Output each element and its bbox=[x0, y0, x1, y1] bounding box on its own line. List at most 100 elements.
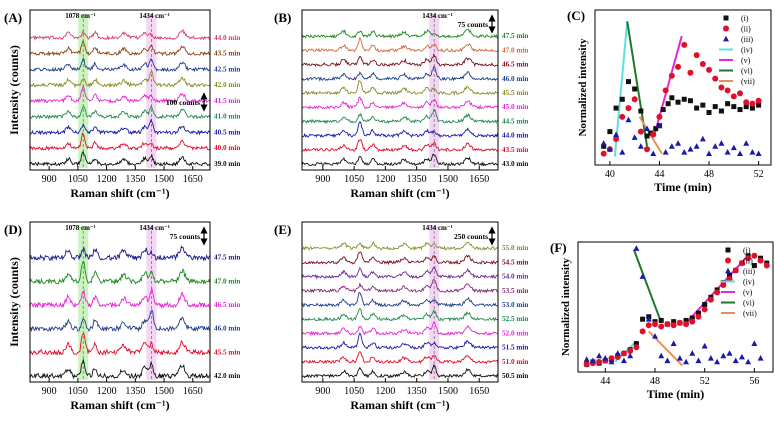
data-point-circle bbox=[644, 146, 651, 153]
x-tick-label: 1650 bbox=[183, 386, 203, 397]
data-point-circle bbox=[600, 150, 607, 157]
spectrum-time-label: 53.5 min bbox=[502, 287, 528, 295]
data-point-triangle bbox=[689, 350, 696, 356]
x-tick-label: 1500 bbox=[154, 174, 174, 185]
spectrum-line bbox=[301, 266, 499, 280]
spectrum-time-label: 47.5 min bbox=[214, 254, 240, 262]
y-axis-label: Normalized intensity bbox=[577, 38, 589, 137]
spectrum-line bbox=[301, 65, 499, 82]
data-point-circle bbox=[725, 257, 731, 264]
plot-frame bbox=[301, 9, 499, 171]
data-point-square bbox=[633, 341, 639, 347]
data-point-square bbox=[613, 105, 619, 111]
data-point-circle bbox=[695, 313, 702, 320]
x-tick-label: 1050 bbox=[344, 174, 364, 185]
x-tick-label: 1200 bbox=[97, 386, 117, 397]
data-point-circle bbox=[693, 52, 700, 59]
spectrum-time-label: 46.0 min bbox=[502, 75, 528, 83]
panel-letter: (B) bbox=[274, 10, 291, 25]
plot-frame bbox=[29, 9, 211, 171]
spectrum-line bbox=[301, 321, 499, 337]
x-tick-label: 44 bbox=[654, 169, 664, 180]
data-point-circle bbox=[608, 355, 615, 362]
data-point-triangle bbox=[644, 125, 651, 132]
plot-frame bbox=[301, 221, 499, 383]
data-point-triangle bbox=[633, 245, 640, 251]
data-point-circle bbox=[732, 267, 739, 274]
data-point-circle bbox=[637, 128, 644, 135]
panel-letter: (E) bbox=[274, 222, 291, 237]
data-point-square bbox=[727, 272, 733, 278]
data-point-circle bbox=[706, 66, 713, 73]
legend-label: (vi) bbox=[741, 67, 753, 76]
panel-a: 44.0 min 43.5 min 42.5 min 42.0 min 41.5 min… bbox=[4, 9, 240, 200]
data-point-triangle bbox=[730, 144, 737, 151]
legend-label: (vii) bbox=[741, 77, 755, 86]
data-point-square bbox=[601, 143, 607, 149]
data-point-triangle bbox=[627, 352, 634, 359]
data-point-circle bbox=[613, 135, 620, 142]
x-tick-label: 1050 bbox=[344, 386, 364, 397]
legend-label: (ii) bbox=[743, 257, 753, 266]
data-point-circle bbox=[676, 319, 683, 326]
data-point-triangle bbox=[668, 143, 675, 149]
data-point-triangle bbox=[755, 150, 762, 157]
data-point-circle bbox=[689, 318, 696, 325]
y-axis-label: Intensity (counts) bbox=[7, 45, 21, 135]
data-point-square bbox=[671, 319, 677, 325]
data-point-triangle bbox=[745, 358, 752, 365]
spectrum-line bbox=[29, 28, 211, 41]
x-tick-label: 1500 bbox=[438, 386, 458, 397]
x-tick-label: 1200 bbox=[375, 386, 395, 397]
legend-label: (iv) bbox=[741, 46, 753, 55]
spectrum-line bbox=[29, 118, 211, 136]
data-point-square bbox=[653, 126, 659, 132]
y-axis-label: Intensity (counts) bbox=[7, 257, 21, 347]
spectrum-line bbox=[301, 351, 499, 365]
data-point-triangle bbox=[676, 355, 683, 361]
spectrum-time-label: 42.0 min bbox=[214, 81, 240, 89]
spectrum-time-label: 40.0 min bbox=[214, 144, 240, 152]
legend-label: (iii) bbox=[741, 35, 753, 44]
panel-letter: (C) bbox=[567, 8, 585, 23]
spectrum-time-label: 47.0 min bbox=[502, 46, 528, 54]
data-point-circle bbox=[668, 72, 675, 79]
x-tick-label: 1650 bbox=[469, 174, 489, 185]
data-point-triangle bbox=[725, 267, 731, 274]
data-point-circle bbox=[645, 322, 652, 329]
spectrum-line bbox=[301, 364, 499, 379]
spectrum-line bbox=[301, 138, 499, 153]
data-point-triangle bbox=[749, 148, 756, 155]
data-point-circle bbox=[730, 93, 737, 100]
spectrum-time-label: 41.5 min bbox=[214, 97, 240, 105]
spectrum-line bbox=[29, 245, 211, 262]
spectrum-line bbox=[301, 279, 499, 294]
data-point-triangle bbox=[662, 148, 669, 155]
data-point-circle bbox=[743, 99, 750, 106]
data-point-circle bbox=[652, 321, 659, 328]
data-point-square bbox=[694, 105, 700, 111]
data-point-triangle bbox=[652, 333, 659, 339]
data-point-triangle bbox=[751, 340, 758, 346]
data-point-triangle bbox=[738, 353, 745, 360]
data-point-square bbox=[756, 102, 762, 108]
spectrum-line bbox=[301, 53, 499, 68]
spectrum-line bbox=[301, 36, 499, 53]
x-axis-label: Raman shift (cm⁻¹) bbox=[70, 398, 169, 412]
scale-bar-label: 250 counts bbox=[454, 232, 488, 241]
data-point-circle bbox=[726, 275, 733, 282]
data-point-triangle bbox=[608, 358, 615, 365]
data-point-circle bbox=[723, 25, 729, 32]
x-axis-label: Time (min) bbox=[647, 387, 704, 401]
data-point-triangle bbox=[723, 35, 729, 42]
data-point-square bbox=[687, 98, 693, 104]
spectrum-line bbox=[29, 105, 211, 120]
data-point-triangle bbox=[664, 357, 671, 364]
panel-letter: (D) bbox=[4, 222, 22, 237]
spectrum-time-label: 52.5 min bbox=[502, 315, 528, 323]
x-tick-label: 48 bbox=[650, 376, 660, 387]
spectrum-time-label: 44.5 min bbox=[502, 117, 528, 125]
spectrum-line bbox=[29, 358, 211, 380]
spectrum-line bbox=[301, 292, 498, 308]
spectrum-line bbox=[29, 288, 211, 309]
